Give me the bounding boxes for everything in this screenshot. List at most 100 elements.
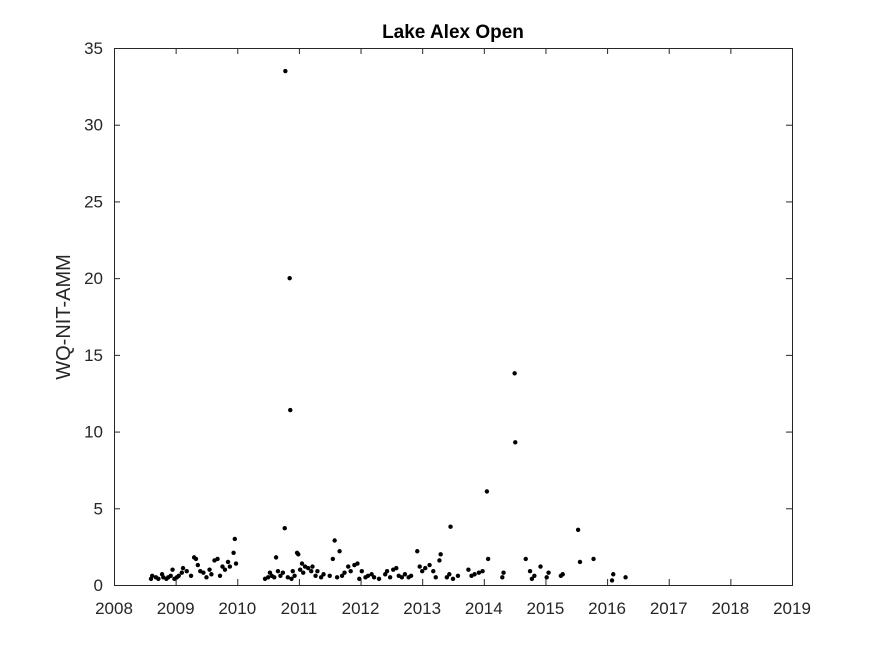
data-point: [538, 564, 543, 569]
x-tick-label: 2014: [465, 599, 503, 618]
x-tick-label: 2011: [281, 599, 318, 618]
data-point: [399, 575, 405, 580]
data-point: [334, 575, 340, 580]
data-point: [220, 564, 225, 569]
data-point: [285, 575, 291, 580]
data-point: [527, 568, 533, 574]
data-point: [156, 576, 161, 582]
data-point: [330, 556, 336, 562]
data-point: [476, 570, 482, 575]
data-point: [384, 568, 390, 574]
data-point: [427, 562, 432, 568]
data-point: [480, 568, 485, 574]
data-point: [394, 565, 399, 571]
data-point: [346, 564, 351, 569]
data-point: [544, 575, 549, 580]
data-point: [179, 570, 184, 575]
data-point: [188, 573, 194, 578]
data-point: [207, 567, 212, 572]
data-point: [591, 556, 596, 562]
data-point: [297, 567, 303, 572]
data-point: [272, 575, 277, 580]
x-tick-label: 2010: [218, 599, 256, 618]
data-point: [168, 573, 173, 578]
data-point: [433, 575, 438, 580]
data-point: [466, 567, 471, 572]
data-point: [450, 576, 456, 582]
data-point: [472, 572, 477, 577]
y-tick-label: 25: [84, 192, 103, 211]
axes-box: [114, 48, 793, 586]
data-point: [455, 573, 461, 578]
data-point: [529, 576, 535, 582]
data-point: [419, 568, 425, 574]
data-point: [215, 556, 220, 562]
data-point: [339, 573, 345, 578]
data-point: [225, 559, 231, 565]
data-point: [500, 575, 505, 580]
data-point: [301, 570, 306, 575]
data-point: [438, 552, 443, 557]
data-point: [532, 573, 537, 578]
data-point: [204, 575, 209, 580]
data-point: [448, 524, 453, 529]
data-point: [560, 572, 565, 577]
data-point: [287, 275, 292, 281]
data-point: [313, 573, 318, 578]
data-point: [417, 564, 422, 569]
data-point: [357, 576, 362, 582]
x-tick-label: 2018: [711, 599, 749, 618]
data-point: [233, 561, 239, 566]
data-point: [337, 549, 342, 554]
y-tick-label: 30: [84, 116, 103, 135]
data-point: [289, 576, 294, 582]
data-point: [355, 561, 360, 566]
data-point: [402, 572, 408, 577]
data-point: [369, 572, 374, 577]
x-tick-label: 2016: [588, 599, 626, 618]
data-point: [575, 527, 581, 532]
data-point: [310, 564, 315, 569]
data-point: [275, 568, 281, 574]
data-point: [523, 556, 528, 562]
data-point: [282, 526, 287, 531]
data-point: [201, 570, 206, 575]
data-point: [501, 570, 506, 575]
data-point: [327, 573, 332, 578]
data-point: [611, 572, 616, 577]
data-point: [278, 573, 283, 578]
data-point: [513, 440, 518, 445]
x-tick-label: 2013: [403, 599, 441, 618]
data-point: [222, 567, 228, 572]
y-tick-label: 10: [84, 423, 103, 442]
data-point: [265, 575, 271, 580]
y-tick-label: 0: [94, 576, 103, 595]
data-point: [371, 575, 377, 580]
data-point: [546, 570, 551, 575]
x-tick-label: 2008: [95, 599, 133, 618]
data-point: [484, 489, 490, 494]
data-point: [315, 568, 320, 574]
data-point: [423, 565, 428, 571]
data-point: [273, 555, 279, 560]
data-point: [292, 573, 297, 578]
data-points: [148, 68, 628, 583]
data-point: [332, 538, 337, 543]
data-point: [280, 570, 286, 575]
data-point: [296, 552, 301, 557]
data-point: [623, 575, 628, 580]
data-point: [184, 568, 189, 574]
data-point: [577, 559, 583, 565]
data-point: [415, 549, 420, 554]
data-point: [176, 573, 181, 578]
y-tick-label: 35: [84, 39, 103, 58]
data-point: [444, 575, 450, 580]
x-tick-label: 2009: [157, 599, 195, 618]
data-point: [180, 565, 186, 571]
data-point: [193, 556, 199, 562]
data-point: [342, 570, 347, 575]
x-tick-label: 2015: [527, 599, 565, 618]
data-point: [359, 568, 364, 574]
data-point: [348, 568, 353, 574]
